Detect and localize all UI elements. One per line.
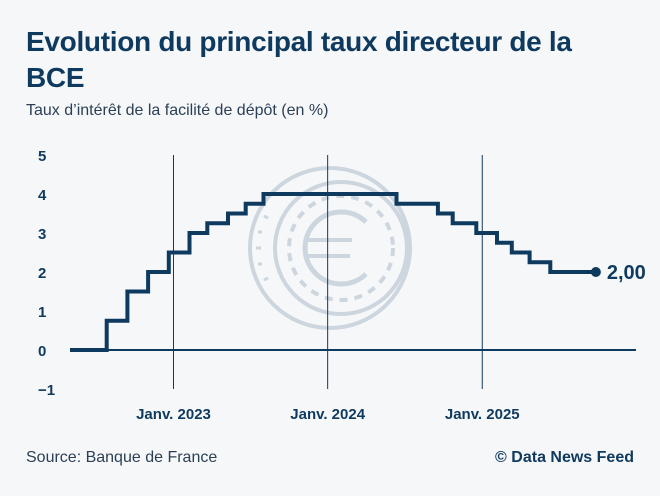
y-axis-ticks: 5 4 3 2 1 0 −1 xyxy=(38,148,55,399)
chart-subtitle: Taux d’intérêt de la facilité de dépôt (… xyxy=(26,102,329,119)
credit-note: © Data News Feed xyxy=(495,449,634,466)
chart-title: Evolution du principal taux directeur de… xyxy=(26,26,572,93)
end-value-label: 2,00 xyxy=(607,262,646,284)
y-tick-label-3: 2 xyxy=(38,265,46,282)
series-end-point xyxy=(590,267,601,277)
y-tick-label-4: 1 xyxy=(38,304,46,321)
y-tick-label-2: 3 xyxy=(38,226,46,243)
x-axis-ticks: Janv. 2023 Janv. 2024 Janv. 2025 xyxy=(136,406,520,423)
vertical-gridlines xyxy=(172,155,483,389)
y-tick-label-0: 5 xyxy=(38,148,46,165)
x-tick-label-2: Janv. 2025 xyxy=(445,406,520,423)
series-line-deposit-rate xyxy=(70,192,596,352)
y-tick-label-1: 4 xyxy=(38,187,47,204)
x-tick-label-1: Janv. 2024 xyxy=(290,406,365,423)
y-tick-label-5: 0 xyxy=(38,343,46,360)
y-tick-label-6: −1 xyxy=(38,382,55,399)
x-tick-label-0: Janv. 2023 xyxy=(136,406,211,423)
source-note: Source: Banque de France xyxy=(26,449,218,466)
